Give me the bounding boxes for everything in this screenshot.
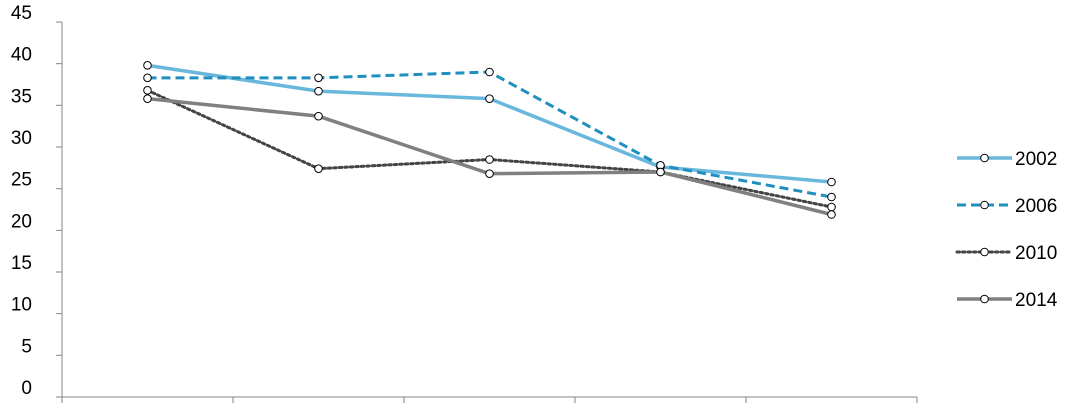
y-tick-label: 20 <box>11 211 32 232</box>
data-point-2014 <box>827 210 836 219</box>
data-point-2014 <box>143 94 152 103</box>
data-point-2006 <box>827 192 836 202</box>
data-point-2014 <box>656 167 665 177</box>
y-tick-label: 45 <box>11 3 32 24</box>
legend-marker <box>980 247 989 257</box>
x-axis <box>61 396 918 403</box>
y-tick-label: 30 <box>11 128 32 149</box>
legend-item-2010: 2010 <box>955 243 1057 264</box>
y-tick-label: 10 <box>11 295 32 316</box>
series-2002 <box>143 61 836 187</box>
legend-label: 2006 <box>1015 196 1057 217</box>
y-tick-label: 25 <box>11 170 32 191</box>
data-point-2014 <box>314 111 323 121</box>
data-point-2010 <box>143 86 152 95</box>
data-point-2006 <box>314 73 323 83</box>
series-line-2006 <box>147 70 832 199</box>
legend-marker <box>980 294 989 304</box>
legend-label: 2014 <box>1015 290 1058 311</box>
data-point-2010 <box>827 202 836 212</box>
y-tick-label: 40 <box>11 45 32 66</box>
data-point-2010 <box>314 164 323 173</box>
series-layer <box>143 61 836 219</box>
data-point-2002 <box>143 61 152 70</box>
legend-item-2014: 2014 <box>957 290 1058 311</box>
data-point-2006 <box>143 73 152 83</box>
legend-marker <box>980 153 989 163</box>
data-point-2014 <box>485 169 494 178</box>
data-point-2010 <box>485 155 494 164</box>
data-point-2002 <box>485 94 494 103</box>
data-point-2002 <box>827 177 836 187</box>
legend-label: 2010 <box>1015 243 1057 264</box>
data-point-2006 <box>485 67 494 77</box>
legend-label: 2002 <box>1015 149 1057 170</box>
y-tick-label: 0 <box>21 378 32 399</box>
legend-item-2006: 2006 <box>957 196 1057 217</box>
legend-marker <box>980 200 989 210</box>
data-point-2002 <box>314 86 323 96</box>
y-tick-label: 15 <box>11 253 32 274</box>
series-2014 <box>143 94 836 219</box>
series-2006 <box>143 67 836 202</box>
legend: 2002 2006 2010 2014 <box>955 149 1058 311</box>
legend-item-2002: 2002 <box>957 149 1057 170</box>
y-tick-label: 35 <box>11 86 32 107</box>
y-tick-label: 5 <box>21 336 32 357</box>
series-2010 <box>143 86 836 212</box>
y-axis: 0 5 10 15 20 25 30 35 40 45 <box>11 3 63 399</box>
series-line-2002 <box>147 63 832 184</box>
